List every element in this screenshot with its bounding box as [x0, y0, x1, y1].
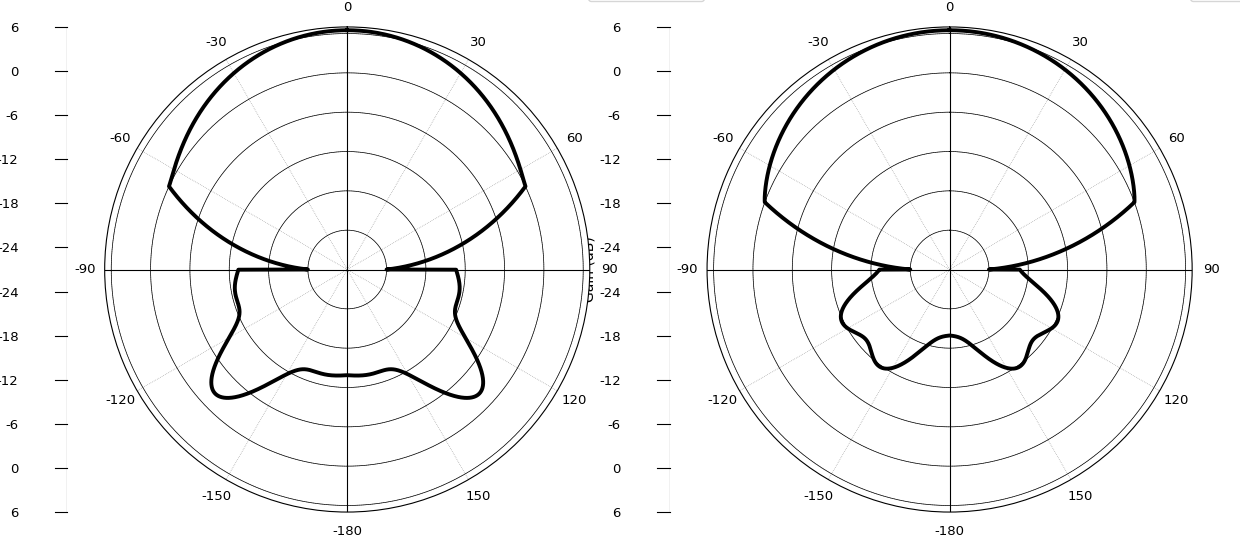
Y-axis label: Gain (dB): Gain (dB): [583, 237, 596, 302]
Legend: yoz Plane: yoz Plane: [1190, 0, 1240, 1]
Legend: xoz Plane: xoz Plane: [588, 0, 704, 1]
